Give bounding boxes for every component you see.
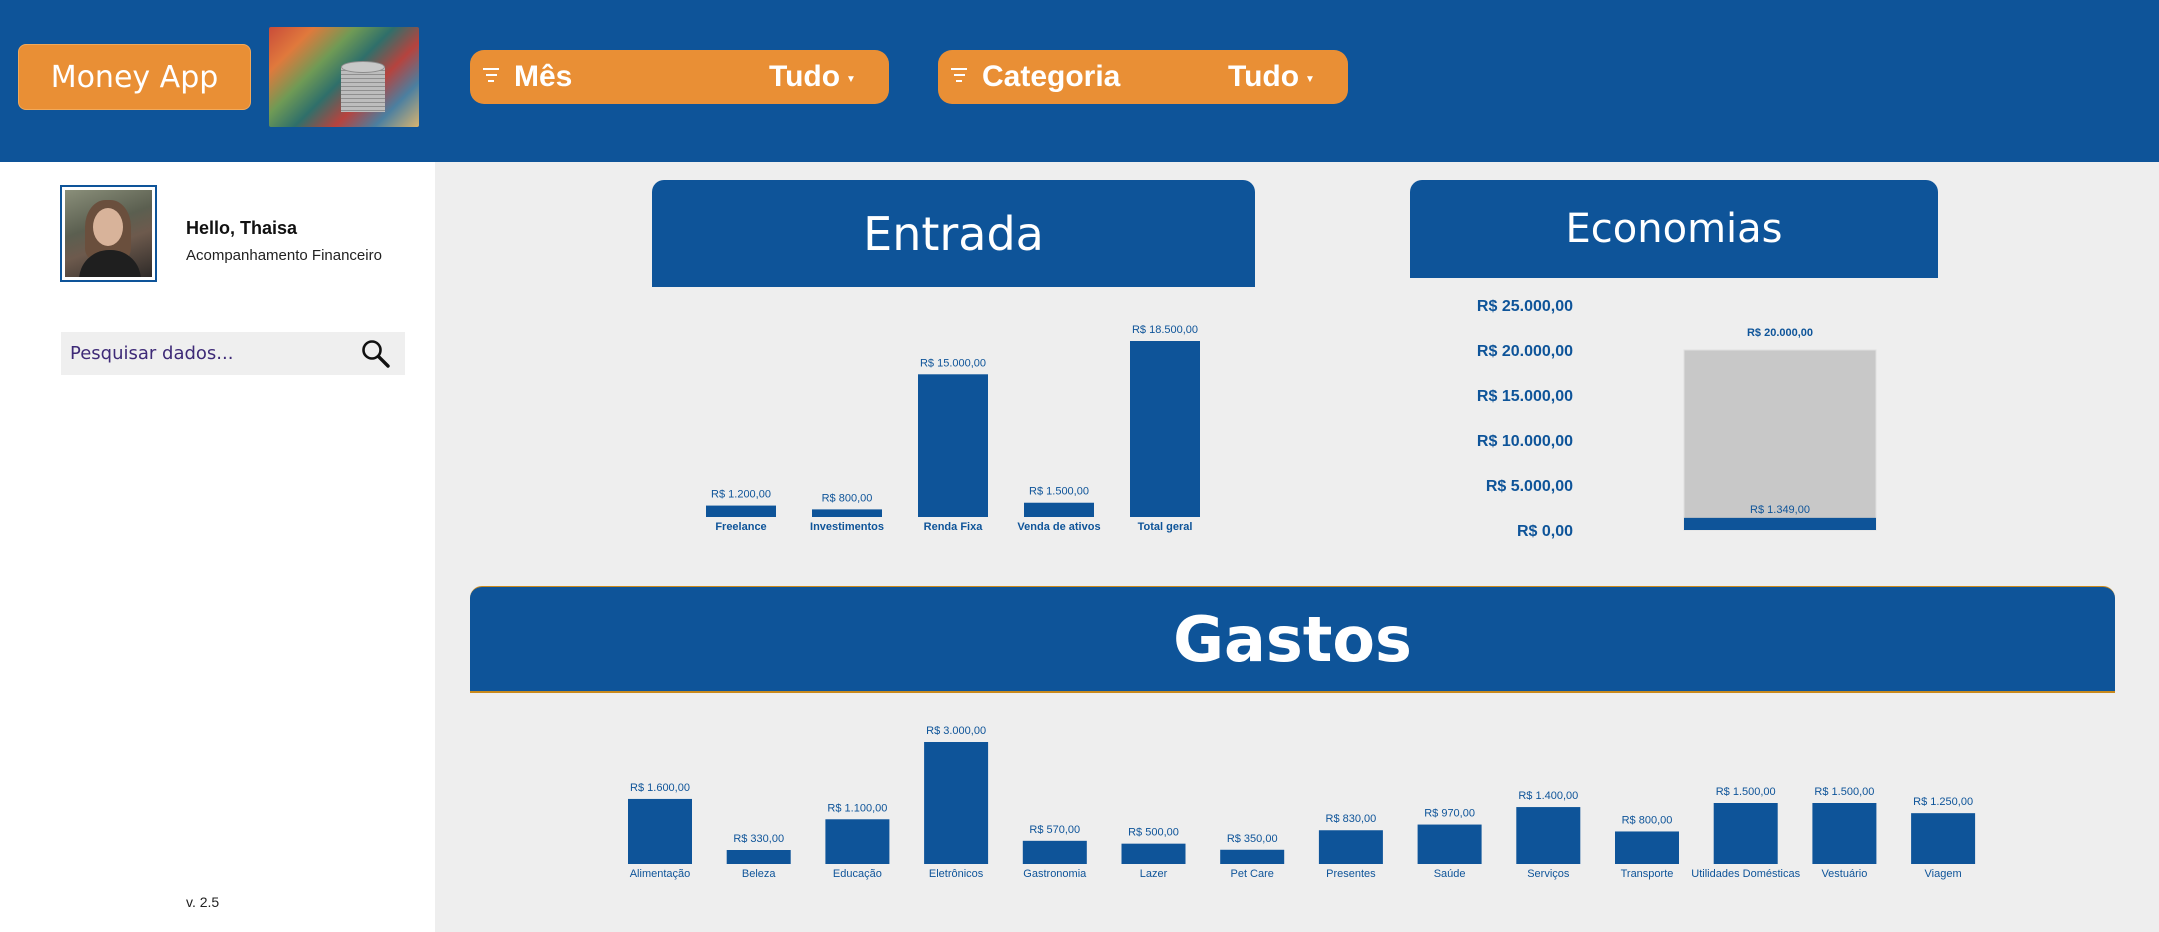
version-label: v. 2.5 — [186, 894, 220, 910]
category-label: Educação — [833, 868, 882, 880]
y-tick-label: R$ 10.000,00 — [1477, 433, 1573, 450]
subtitle: Acompanhamento Financeiro — [186, 247, 382, 264]
search-input[interactable] — [61, 343, 351, 364]
gastos-title: Gastos — [470, 586, 2115, 693]
bar — [918, 374, 988, 517]
data-label: R$ 15.000,00 — [920, 357, 986, 369]
sidebar: Hello, Thaisa Acompanhamento Financeiro … — [0, 162, 435, 932]
caret-down-icon[interactable]: ▼ — [846, 74, 856, 85]
month-filter-value: Tudo — [769, 60, 841, 93]
category-label: Viagem — [1925, 868, 1962, 880]
app-name-badge[interactable]: Money App — [18, 44, 251, 110]
bar — [812, 509, 882, 517]
target-label: R$ 20.000,00 — [1747, 327, 1813, 339]
entrada-chart: R$ 1.200,00 Freelance R$ 800,00 Investiment… — [706, 324, 1200, 533]
economias-chart: R$ 25.000,00 R$ 20.000,00 R$ 15.000,00 R$ 1… — [1477, 298, 1877, 540]
category-label: Investimentos — [810, 521, 884, 533]
category-label: Transporte — [1621, 868, 1674, 880]
bar — [1121, 843, 1186, 864]
caret-down-icon[interactable]: ▼ — [1305, 74, 1315, 85]
data-label: R$ 350,00 — [1227, 833, 1278, 845]
data-label: R$ 1.500,00 — [1716, 786, 1776, 798]
bar — [706, 505, 776, 517]
bar — [1713, 803, 1778, 864]
category-label: Total geral — [1138, 521, 1193, 533]
top-bar: Money App Mês Tudo ▼ Categoria Tudo ▼ — [0, 0, 2159, 162]
category-label: Eletrônicos — [929, 868, 984, 880]
bar — [1024, 502, 1094, 517]
savings-label: R$ 1.349,00 — [1750, 504, 1810, 516]
category-label: Beleza — [742, 868, 777, 880]
category-label: Renda Fixa — [924, 521, 984, 533]
bar — [726, 850, 791, 864]
entrada-title: Entrada — [652, 180, 1255, 287]
search-box — [61, 332, 405, 375]
category-label: Saúde — [1434, 868, 1466, 880]
category-label: Utilidades Domésticas — [1691, 868, 1800, 880]
data-label: R$ 18.500,00 — [1132, 324, 1198, 336]
data-label: R$ 1.250,00 — [1913, 796, 1973, 808]
bar — [1417, 824, 1482, 864]
data-label: R$ 500,00 — [1128, 827, 1179, 839]
bar — [924, 742, 989, 864]
y-tick-label: R$ 15.000,00 — [1477, 388, 1573, 405]
bar — [825, 819, 890, 864]
data-label: R$ 800,00 — [822, 492, 873, 504]
bar — [1318, 830, 1383, 864]
y-tick-label: R$ 5.000,00 — [1486, 478, 1573, 495]
category-label: Vestuário — [1821, 868, 1867, 880]
category-label: Lazer — [1140, 868, 1168, 880]
data-label: R$ 1.200,00 — [711, 489, 771, 501]
category-label: Serviços — [1527, 868, 1570, 880]
data-label: R$ 570,00 — [1029, 824, 1080, 836]
bar — [1220, 849, 1285, 864]
data-label: R$ 830,00 — [1326, 813, 1377, 825]
data-label: R$ 1.100,00 — [827, 802, 887, 814]
category-label: Alimentação — [630, 868, 691, 880]
bar — [1022, 840, 1087, 864]
data-label: R$ 970,00 — [1424, 808, 1475, 820]
category-filter-label: Categoria — [982, 60, 1121, 93]
filter-icon — [950, 68, 968, 84]
category-label: Freelance — [715, 521, 766, 533]
avatar — [60, 185, 157, 282]
y-tick-label: R$ 25.000,00 — [1477, 298, 1573, 315]
bar — [1812, 803, 1877, 864]
bar — [1911, 813, 1976, 864]
y-tick-label: R$ 20.000,00 — [1477, 343, 1573, 360]
greeting: Hello, Thaisa — [186, 218, 298, 238]
month-filter-label: Mês — [514, 60, 573, 93]
savings-bar — [1684, 517, 1876, 530]
data-label: R$ 800,00 — [1622, 814, 1673, 826]
month-filter[interactable]: Mês Tudo ▼ — [470, 50, 889, 104]
search-icon[interactable] — [361, 339, 391, 369]
category-label: Pet Care — [1230, 868, 1273, 880]
economias-title: Economias — [1410, 180, 1938, 278]
filter-icon — [482, 68, 500, 84]
bar — [1615, 831, 1679, 864]
data-label: R$ 1.600,00 — [630, 782, 690, 794]
gastos-chart: R$ 1.600,00 Alimentação R$ 330,00 Beleza R$ … — [628, 725, 1976, 880]
data-label: R$ 1.400,00 — [1518, 790, 1578, 802]
bar — [628, 798, 692, 864]
bar — [1516, 807, 1581, 864]
data-label: R$ 1.500,00 — [1029, 486, 1089, 498]
data-label: R$ 330,00 — [733, 833, 784, 845]
category-filter-value: Tudo — [1228, 60, 1300, 93]
money-image — [269, 27, 419, 127]
data-label: R$ 1.500,00 — [1814, 786, 1874, 798]
bar — [1130, 341, 1200, 517]
category-label: Presentes — [1326, 868, 1376, 880]
y-tick-label: R$ 0,00 — [1517, 523, 1573, 540]
target-bar — [1683, 349, 1877, 531]
category-label: Venda de ativos — [1017, 521, 1100, 533]
data-label: R$ 3.000,00 — [926, 725, 986, 737]
category-label: Gastronomia — [1023, 868, 1087, 880]
category-filter[interactable]: Categoria Tudo ▼ — [938, 50, 1348, 104]
